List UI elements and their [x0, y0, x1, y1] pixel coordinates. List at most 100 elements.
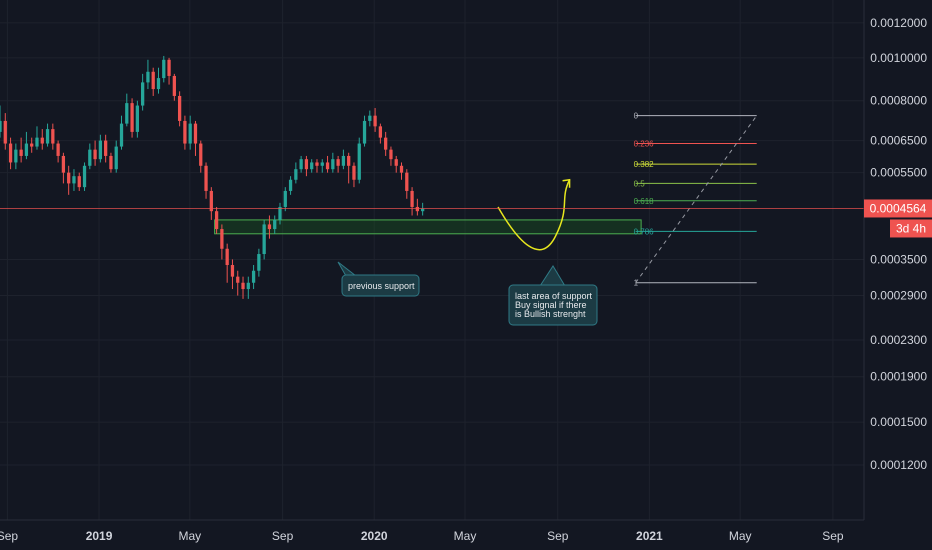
time-tick-label: May — [729, 529, 752, 543]
time-axis[interactable]: Sep 2019 May Sep 2020 May Sep 2021 May Sep — [0, 529, 844, 543]
candle-down — [61, 155, 66, 173]
time-tick-label: 2021 — [636, 529, 663, 543]
candle-down — [405, 172, 409, 191]
price-tick-label: 0.0010000 — [870, 51, 927, 65]
candle-down — [220, 229, 224, 249]
candle-down — [394, 159, 398, 166]
candle-down — [177, 95, 182, 121]
candle-up — [362, 120, 367, 144]
candle-up — [14, 149, 18, 163]
fib-level-label: 0.5 — [634, 179, 646, 188]
price-tick-label: 0.0001500 — [870, 415, 927, 429]
candle-up — [320, 162, 324, 166]
candle-down — [352, 165, 356, 180]
fib-level-label: 0.382 — [634, 160, 655, 169]
price-tick-label: 0.0002900 — [870, 289, 927, 303]
annotations: previous support last area of support Bu… — [337, 178, 598, 326]
projection-arrow — [497, 179, 571, 251]
last-support-note[interactable]: last area of support Buy signal if there… — [508, 265, 598, 326]
last-support-line-2: Buy signal if there — [515, 300, 587, 310]
fib-retracement[interactable]: 0 0.236 0.382 0.5 0.618 0.786 1 — [634, 112, 758, 288]
candles — [0, 55, 425, 299]
current-price-tag-bg — [864, 199, 932, 218]
price-tick-label: 0.0001900 — [870, 370, 927, 384]
price-tick-label: 0.0003500 — [870, 252, 927, 266]
candle-up — [246, 282, 250, 290]
price-tick-label: 0.0006500 — [870, 134, 927, 148]
fib-level-label: 0.618 — [634, 197, 655, 206]
candle-down — [56, 143, 60, 156]
candle-up — [162, 59, 166, 79]
candle-up — [35, 137, 39, 147]
candle-up — [82, 165, 87, 188]
candle-down — [209, 190, 213, 212]
previous-support-note[interactable]: previous support — [337, 261, 420, 297]
candle-up — [299, 159, 303, 170]
note-box — [508, 284, 598, 326]
candle-up — [357, 143, 361, 180]
candle-up — [141, 82, 145, 106]
price-tick-label: 0.0002300 — [870, 333, 927, 347]
previous-support-label: previous support — [348, 281, 415, 291]
candle-down — [193, 123, 198, 144]
price-tick-label: 0.0008000 — [870, 94, 927, 108]
candle-up — [278, 206, 282, 220]
candle-down — [230, 265, 235, 277]
candle-up — [72, 176, 76, 184]
candle-down — [172, 75, 176, 96]
fib-level-label: 1 — [634, 279, 639, 288]
candle-up — [262, 224, 266, 255]
candle-down — [241, 282, 245, 290]
candle-up — [0, 120, 2, 132]
candle-down — [40, 137, 44, 144]
candle-down — [373, 115, 377, 127]
candle-down — [8, 143, 13, 163]
candle-down — [336, 159, 340, 166]
grid — [0, 0, 864, 520]
candle-up — [341, 155, 346, 166]
bar-countdown: 3d 4h — [896, 221, 926, 235]
candle-up — [421, 208, 425, 212]
candle-down — [130, 103, 134, 132]
candle-down — [384, 137, 388, 150]
candle-down — [415, 206, 419, 212]
candle-down — [167, 59, 171, 76]
candle-up — [294, 169, 298, 180]
candle-down — [51, 129, 55, 144]
candle-down — [325, 162, 330, 170]
fib-level-label: 0 — [634, 112, 639, 121]
time-tick-label: Sep — [0, 529, 18, 543]
candle-up — [125, 103, 129, 124]
candle-up — [98, 140, 103, 160]
candle-down — [151, 71, 155, 90]
candle-down — [19, 149, 23, 156]
note-box — [341, 274, 420, 297]
support-zone-layer — [214, 219, 642, 235]
candle-down — [204, 165, 208, 191]
time-tick-label: Sep — [547, 529, 569, 543]
candle-up — [156, 78, 161, 90]
candle-down — [3, 120, 7, 144]
time-tick-label: May — [454, 529, 477, 543]
candle-down — [183, 120, 187, 144]
support-zone — [214, 219, 642, 235]
fib-level-label: 0.786 — [634, 227, 655, 236]
time-tick-label: 2020 — [361, 529, 388, 543]
candle-up — [119, 123, 124, 147]
candle-up — [188, 123, 192, 144]
candle-down — [199, 143, 203, 166]
candle-up — [251, 270, 256, 283]
candle-up — [45, 129, 50, 144]
price-axis[interactable]: 0.0012000 0.0010000 0.0008000 0.0006500 0.00… — [870, 16, 927, 472]
candle-up — [135, 105, 139, 132]
candle-down — [267, 224, 272, 230]
candle-down — [315, 162, 319, 166]
candle-up — [146, 71, 150, 83]
candle-up — [331, 159, 335, 170]
candle-up — [283, 190, 287, 207]
candle-down — [389, 149, 393, 160]
candle-down — [225, 248, 229, 266]
